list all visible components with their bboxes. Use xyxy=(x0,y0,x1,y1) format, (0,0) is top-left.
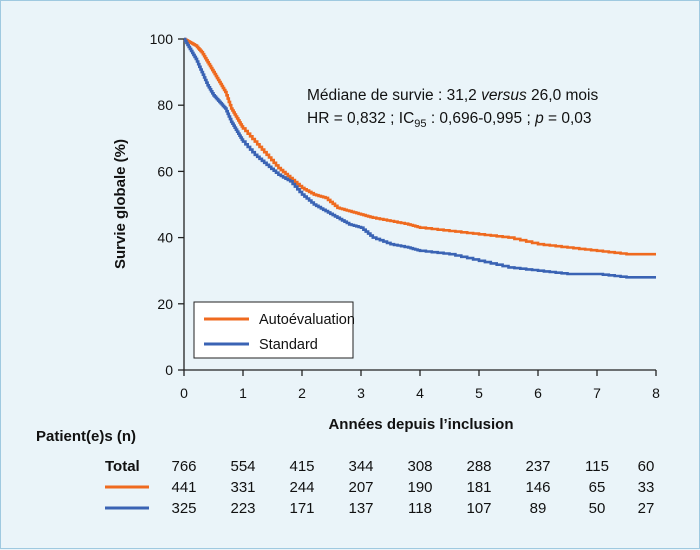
risk-count: 171 xyxy=(289,500,314,517)
x-axis-label: Années depuis l’inclusion xyxy=(328,416,513,433)
x-tick-label: 7 xyxy=(593,385,601,401)
hr-p: p xyxy=(534,110,544,127)
risk-count: 65 xyxy=(589,479,606,496)
y-tick-label: 80 xyxy=(157,97,173,113)
series-lines xyxy=(183,37,656,279)
risk-count: 325 xyxy=(171,500,196,517)
x-tick-label: 4 xyxy=(416,385,424,401)
risk-table: Total 766 554 415 344 308 288 237 115 60 441 331 244… xyxy=(105,458,654,517)
risk-count: 181 xyxy=(466,479,491,496)
risk-count: 60 xyxy=(638,458,655,475)
risk-count: 33 xyxy=(638,479,655,496)
risk-count: 137 xyxy=(348,500,373,517)
y-tick-label: 20 xyxy=(157,296,173,312)
median-versus: versus xyxy=(481,87,527,104)
x-axis: 0 1 2 3 4 5 6 7 8 xyxy=(180,369,660,401)
y-tick-label: 0 xyxy=(165,362,173,378)
x-tick-label: 0 xyxy=(180,385,188,401)
y-axis: 0 20 40 60 80 100 xyxy=(150,31,185,378)
x-tick-label: 6 xyxy=(534,385,542,401)
median-prefix: Médiane de survie : 31,2 xyxy=(307,87,481,104)
y-axis-label: Survie globale (%) xyxy=(112,139,129,269)
risk-table-title: Patient(e)s (n) xyxy=(36,428,136,445)
risk-count: 89 xyxy=(530,500,547,517)
hr-mid: : 0,696-0,995 ; xyxy=(427,110,536,127)
risk-count: 190 xyxy=(407,479,432,496)
legend-label-autoevaluation: Autoévaluation xyxy=(259,312,355,328)
risk-count: 331 xyxy=(230,479,255,496)
median-survival-annotation: Médiane de survie : 31,2 versus 26,0 moi… xyxy=(307,87,598,104)
x-tick-label: 8 xyxy=(652,385,660,401)
risk-count: 107 xyxy=(466,500,491,517)
risk-count: 344 xyxy=(348,458,373,475)
y-tick-label: 100 xyxy=(150,31,174,47)
hr-sub: 95 xyxy=(414,118,426,130)
risk-count: 223 xyxy=(230,500,255,517)
risk-count: 50 xyxy=(589,500,606,517)
risk-count: 441 xyxy=(171,479,196,496)
hazard-ratio-annotation: HR = 0,832 ; IC95 : 0,696-0,995 ; p = 0,… xyxy=(307,110,592,130)
hr-prefix: HR = 0,832 ; IC xyxy=(307,110,414,127)
x-tick-label: 3 xyxy=(357,385,365,401)
risk-count: 27 xyxy=(638,500,655,517)
legend-label-standard: Standard xyxy=(259,337,318,353)
risk-count: 766 xyxy=(171,458,196,475)
risk-count: 118 xyxy=(408,500,432,517)
risk-count: 308 xyxy=(407,458,432,475)
risk-count: 288 xyxy=(466,458,491,475)
x-tick-label: 5 xyxy=(475,385,483,401)
risk-count: 237 xyxy=(525,458,550,475)
legend-box xyxy=(193,301,354,359)
series-line-autoevaluation xyxy=(183,37,656,256)
risk-count: 415 xyxy=(289,458,314,475)
risk-count: 244 xyxy=(289,479,314,496)
legend: Autoévaluation Standard xyxy=(193,301,355,359)
y-tick-label: 60 xyxy=(157,163,173,179)
risk-count: 146 xyxy=(525,479,550,496)
series-line-standard xyxy=(183,37,656,279)
risk-count: 207 xyxy=(348,479,373,496)
median-suffix: 26,0 mois xyxy=(527,87,599,104)
hr-suffix: = 0,03 xyxy=(544,110,592,127)
y-tick-label: 40 xyxy=(157,230,173,246)
x-tick-label: 1 xyxy=(239,385,247,401)
risk-row-label: Total xyxy=(105,458,140,475)
risk-count: 115 xyxy=(585,458,609,475)
risk-count: 554 xyxy=(230,458,255,475)
x-tick-label: 2 xyxy=(298,385,306,401)
